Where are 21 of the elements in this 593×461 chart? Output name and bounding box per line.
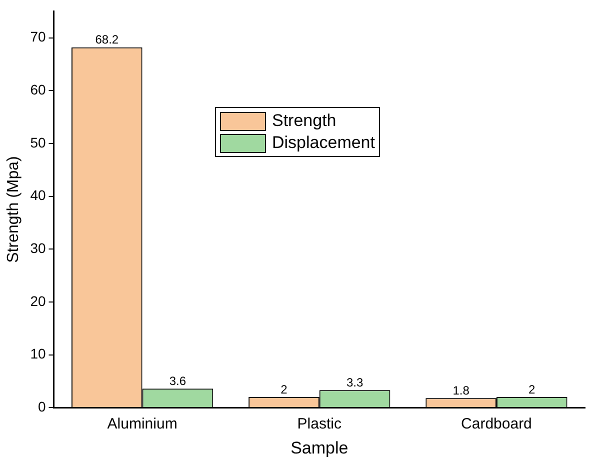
x-tick-label: Cardboard [461, 416, 532, 433]
data-label: 2 [528, 382, 536, 396]
y-tick-label: 40 [30, 187, 46, 204]
x-axis-title: Sample [290, 438, 348, 458]
y-tick-label: 70 [30, 28, 46, 45]
legend-label: Displacement [272, 133, 375, 153]
y-tick-label: 20 [30, 292, 46, 309]
y-tick-label: 0 [38, 398, 46, 414]
data-label: 1.8 [452, 383, 470, 398]
data-label: 2 [280, 382, 288, 396]
y-axis-title: Strength (Mpa) [5, 156, 22, 263]
x-tick-label: Aluminium [107, 416, 178, 433]
legend-label: Strength [272, 111, 336, 131]
y-tick-label: 60 [30, 82, 46, 98]
y-tick-label: 30 [30, 240, 46, 256]
data-label: 3.3 [346, 375, 364, 390]
y-tick-label: 50 [30, 134, 46, 150]
data-label: 68.2 [95, 32, 119, 47]
y-tick-label: 10 [30, 346, 46, 362]
data-label: 3.6 [169, 374, 186, 388]
x-tick-label: Plastic [297, 416, 342, 433]
